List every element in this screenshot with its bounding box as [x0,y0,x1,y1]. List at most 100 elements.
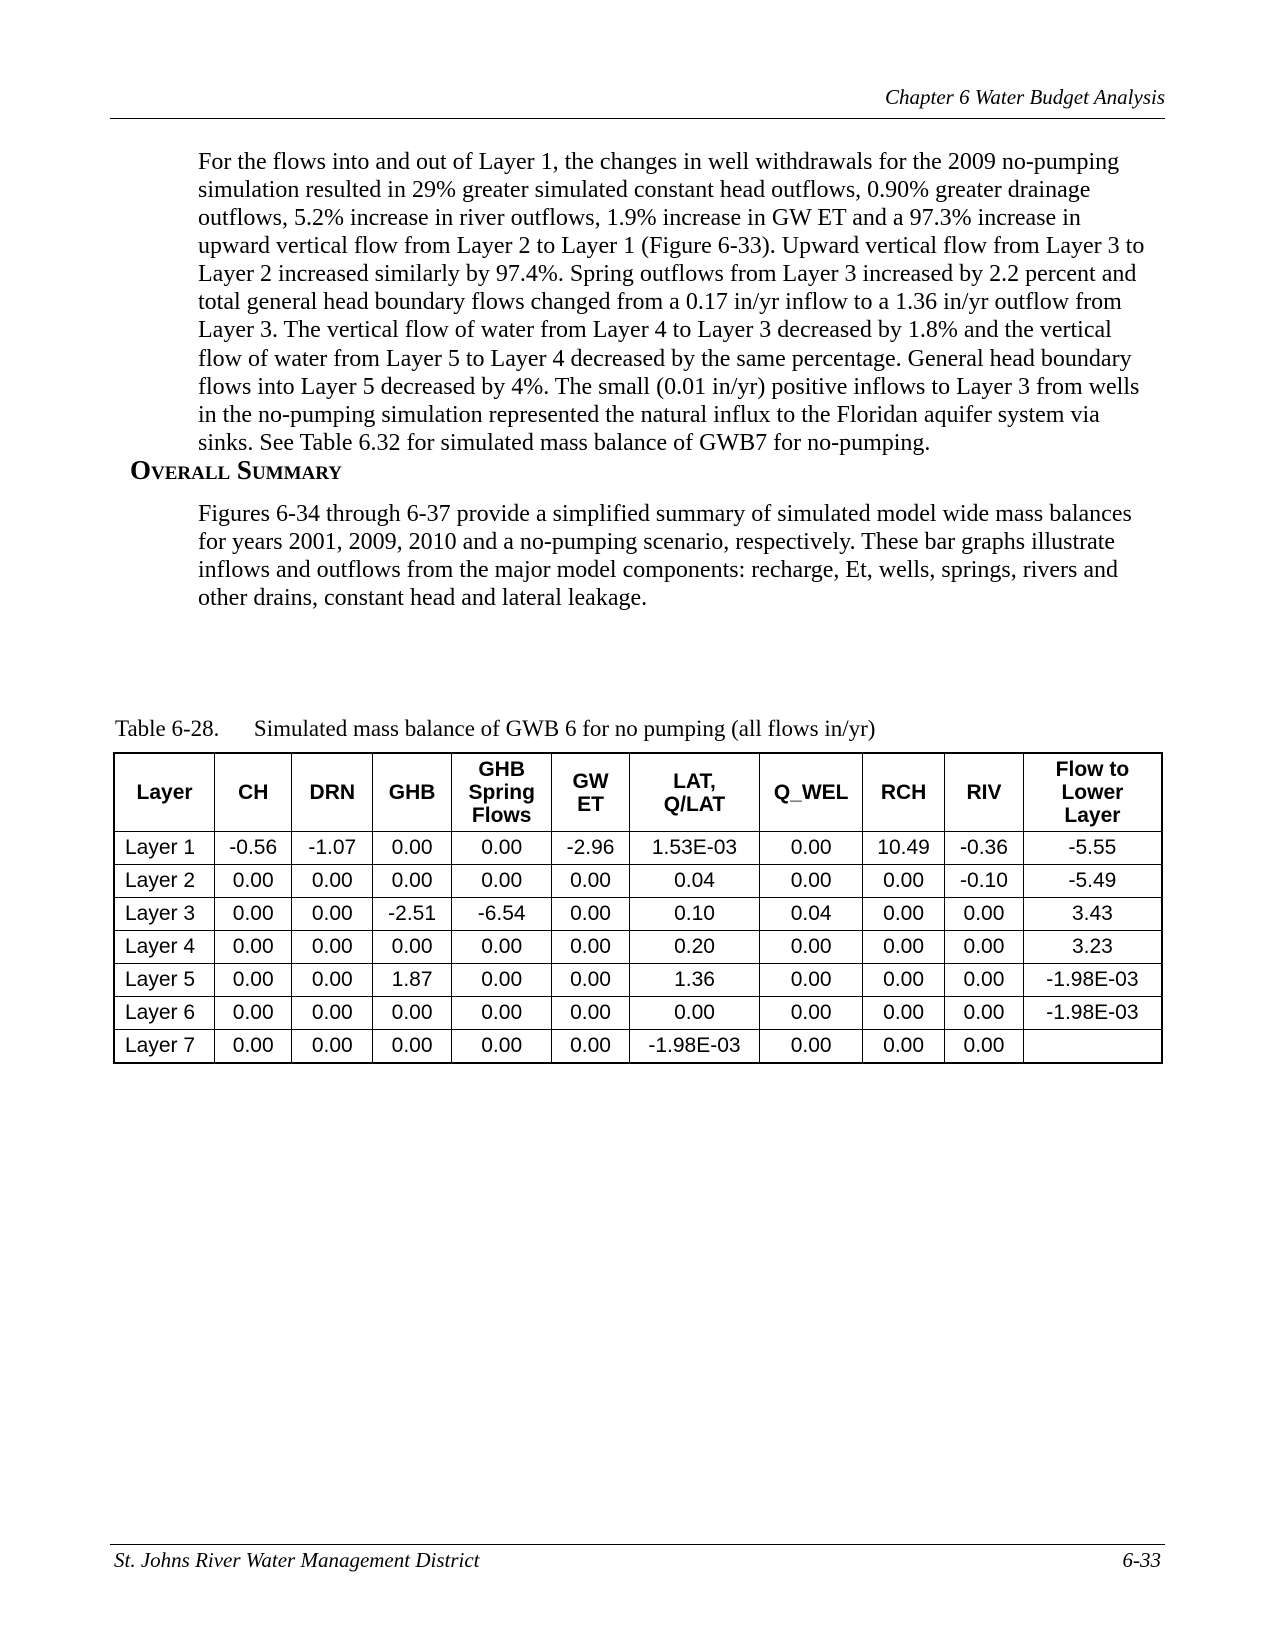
data-cell: 0.00 [292,964,373,997]
data-cell: 0.00 [373,865,452,898]
data-cell: 0.00 [945,898,1024,931]
row-label-cell: Layer 2 [114,865,215,898]
table-header-row: LayerCHDRNGHBGHBSpringFlowsGWETLAT,Q/LAT… [114,753,1162,832]
body-paragraph-1: For the flows into and out of Layer 1, t… [198,148,1155,457]
data-cell: 1.53E-03 [629,832,760,865]
table-row: Layer 30.000.00-2.51-6.540.000.100.040.0… [114,898,1162,931]
row-label-cell: Layer 7 [114,1030,215,1064]
row-label-cell: Layer 5 [114,964,215,997]
data-cell: 0.00 [451,832,552,865]
table-col-header: LAT,Q/LAT [629,753,760,832]
data-cell: 0.00 [552,931,629,964]
data-cell: 0.00 [760,832,863,865]
data-cell: 0.00 [451,997,552,1030]
data-cell: -1.98E-03 [629,1030,760,1064]
data-cell: 0.00 [760,997,863,1030]
data-cell: 1.36 [629,964,760,997]
data-cell: 0.00 [760,865,863,898]
data-cell: 0.00 [863,1030,945,1064]
table-caption-label: Table 6-28. [115,716,219,741]
table-col-header: Layer [114,753,215,832]
data-cell: -5.55 [1023,832,1162,865]
table-head: LayerCHDRNGHBGHBSpringFlowsGWETLAT,Q/LAT… [114,753,1162,832]
table-col-header: GHBSpringFlows [451,753,552,832]
running-head: Chapter 6 Water Budget Analysis [885,85,1165,110]
data-cell: 0.00 [863,898,945,931]
page-number: 6-33 [1123,1548,1162,1573]
data-cell: 0.00 [552,997,629,1030]
data-cell: 0.00 [863,931,945,964]
data-cell: 10.49 [863,832,945,865]
table-row: Layer 1-0.56-1.070.000.00-2.961.53E-030.… [114,832,1162,865]
data-cell: 3.23 [1023,931,1162,964]
data-cell: -2.51 [373,898,452,931]
data-cell: 0.00 [945,1030,1024,1064]
data-cell: 0.00 [215,898,292,931]
data-cell: 0.00 [292,865,373,898]
data-cell: 0.00 [292,997,373,1030]
data-cell: 0.20 [629,931,760,964]
data-cell: -2.96 [552,832,629,865]
data-cell: 0.00 [451,865,552,898]
data-cell: 0.04 [760,898,863,931]
data-cell: 0.00 [552,898,629,931]
data-cell: -0.36 [945,832,1024,865]
data-cell: 0.00 [760,964,863,997]
data-cell: 0.00 [629,997,760,1030]
data-cell: 0.00 [451,964,552,997]
table-body: Layer 1-0.56-1.070.000.00-2.961.53E-030.… [114,832,1162,1064]
data-cell: 0.00 [863,865,945,898]
header-rule [110,118,1165,119]
data-cell: -0.56 [215,832,292,865]
data-cell: 0.00 [292,1030,373,1064]
footer-left: St. Johns River Water Management Distric… [114,1548,480,1573]
table-row: Layer 20.000.000.000.000.000.040.000.00-… [114,865,1162,898]
data-cell: 0.00 [215,931,292,964]
table-col-header: RIV [945,753,1024,832]
data-cell: 3.43 [1023,898,1162,931]
data-cell: -0.10 [945,865,1024,898]
table-row: Layer 50.000.001.870.000.001.360.000.000… [114,964,1162,997]
data-cell: 0.00 [945,997,1024,1030]
data-cell: 0.00 [863,964,945,997]
table-col-header: DRN [292,753,373,832]
data-cell: 0.00 [451,1030,552,1064]
data-cell: 0.00 [292,931,373,964]
table-row: Layer 40.000.000.000.000.000.200.000.000… [114,931,1162,964]
data-cell: 0.00 [373,931,452,964]
data-cell: 0.00 [373,1030,452,1064]
data-cell: 0.00 [373,997,452,1030]
data-cell: -6.54 [451,898,552,931]
data-cell: 0.00 [760,1030,863,1064]
data-cell: 0.00 [215,997,292,1030]
data-cell: 0.00 [215,1030,292,1064]
data-cell: 0.00 [760,931,863,964]
mass-balance-table: LayerCHDRNGHBGHBSpringFlowsGWETLAT,Q/LAT… [113,752,1163,1064]
data-cell: 0.00 [451,931,552,964]
data-cell: 0.10 [629,898,760,931]
data-cell: 0.00 [373,832,452,865]
table-col-header: GHB [373,753,452,832]
row-label-cell: Layer 4 [114,931,215,964]
body-paragraph-2: Figures 6-34 through 6-37 provide a simp… [198,500,1155,612]
data-cell: 0.00 [863,997,945,1030]
row-label-cell: Layer 3 [114,898,215,931]
section-heading: Overall Summary [130,455,342,486]
page: Chapter 6 Water Budget Analysis For the … [0,0,1275,1651]
data-cell: 0.00 [552,1030,629,1064]
data-cell: -1.98E-03 [1023,997,1162,1030]
data-cell: 0.00 [292,898,373,931]
row-label-cell: Layer 1 [114,832,215,865]
data-cell: 0.00 [215,964,292,997]
table-col-header: RCH [863,753,945,832]
data-cell: 0.00 [552,865,629,898]
footer-rule [110,1544,1165,1545]
data-cell: -1.07 [292,832,373,865]
row-label-cell: Layer 6 [114,997,215,1030]
data-cell: 0.00 [215,865,292,898]
data-cell: -5.49 [1023,865,1162,898]
data-cell: 1.87 [373,964,452,997]
table-col-header: Q_WEL [760,753,863,832]
data-cell: 0.04 [629,865,760,898]
data-cell [1023,1030,1162,1064]
